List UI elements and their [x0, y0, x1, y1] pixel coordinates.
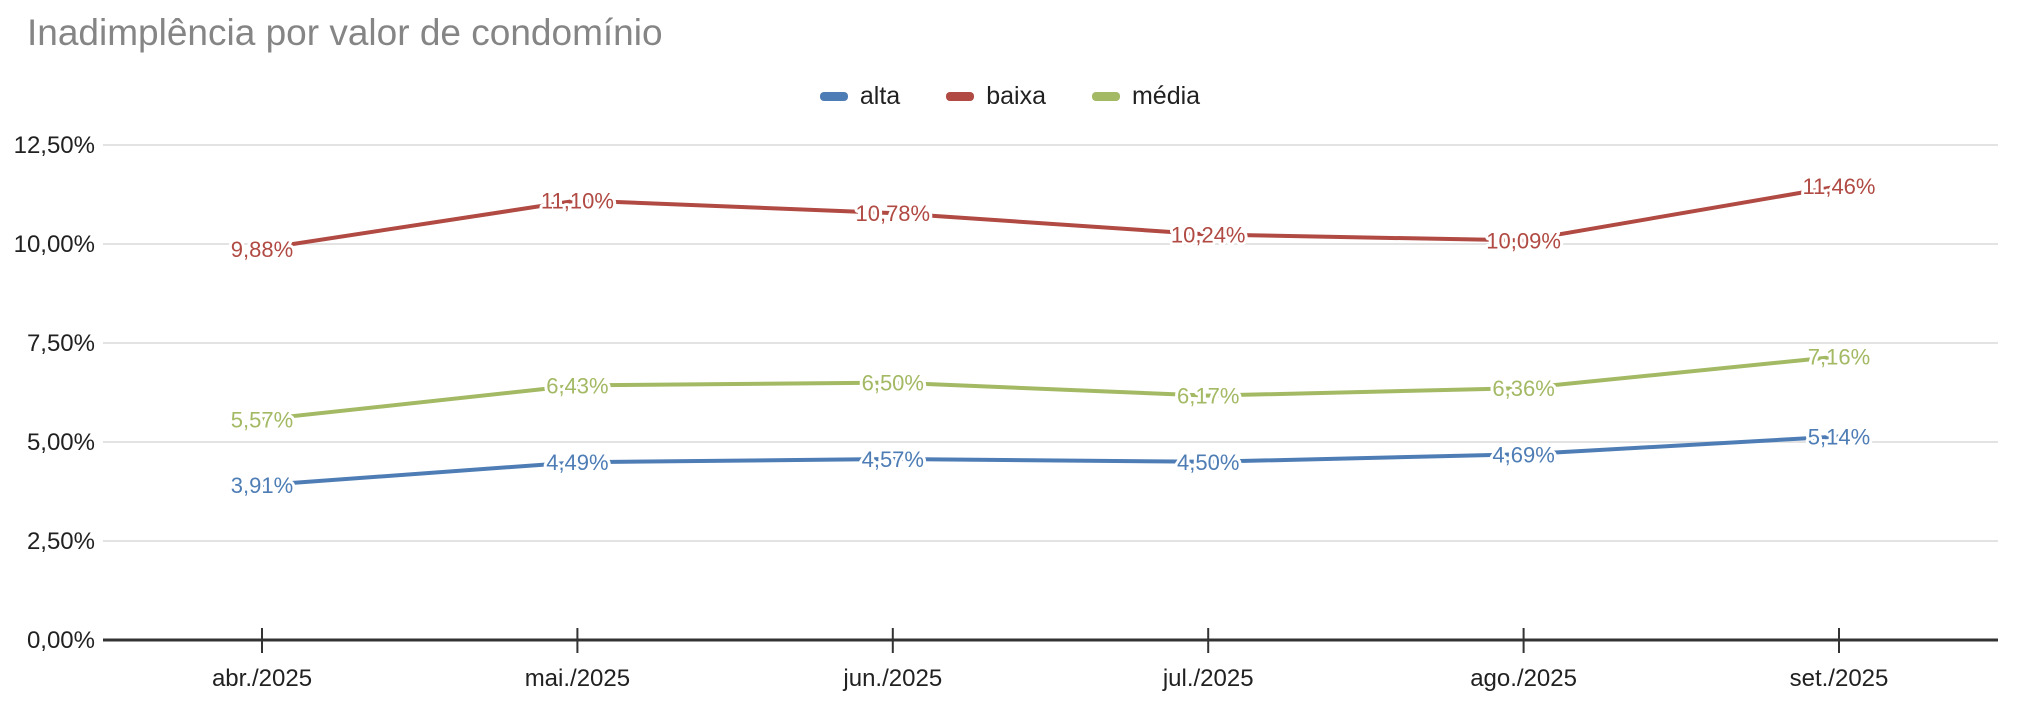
y-axis-label: 10,00%: [14, 231, 95, 258]
legend-label: média: [1131, 82, 1201, 110]
data-label-média: 6,36%: [1492, 376, 1554, 401]
y-axis-label: 7,50%: [27, 330, 95, 357]
y-axis-label: 0,00%: [27, 627, 95, 654]
y-axis-label: 5,00%: [27, 429, 95, 456]
data-label-alta: 5,14%: [1808, 424, 1870, 449]
data-label-alta: 3,91%: [231, 473, 293, 498]
chart-legend: alta baixa média: [0, 82, 2020, 111]
legend-item-baixa: baixa: [946, 82, 1046, 111]
data-label-baixa: 9,88%: [231, 237, 293, 262]
x-axis-label: jul./2025: [1162, 665, 1254, 692]
legend-swatch-alta: [819, 92, 848, 101]
data-label-média: 6,50%: [862, 371, 924, 396]
series-line-baixa[interactable]: [260, 184, 1841, 251]
series-line-alta[interactable]: [260, 434, 1841, 488]
y-axis-label: 12,50%: [14, 132, 95, 159]
data-label-alta: 4,69%: [1492, 442, 1554, 467]
x-axis-label: ago./2025: [1470, 665, 1577, 692]
data-label-baixa: 10,24%: [1171, 222, 1246, 247]
legend-item-alta: alta: [819, 82, 901, 111]
data-label-alta: 4,49%: [546, 450, 608, 475]
data-label-média: 6,43%: [546, 373, 608, 398]
data-label-baixa: 11,46%: [1803, 174, 1876, 199]
data-label-média: 6,17%: [1177, 384, 1239, 409]
legend-label: baixa: [986, 82, 1046, 110]
x-axis-label: jun./2025: [842, 665, 942, 692]
y-axis-label: 2,50%: [27, 528, 95, 555]
legend-swatch-média: [1091, 92, 1120, 101]
data-label-média: 5,57%: [231, 407, 293, 432]
data-label-alta: 4,57%: [862, 447, 924, 472]
data-label-baixa: 11,10%: [541, 188, 614, 213]
x-axis-label: set./2025: [1790, 665, 1889, 692]
legend-swatch-baixa: [946, 92, 975, 101]
legend-item-média: média: [1091, 82, 1201, 111]
data-label-alta: 4,50%: [1177, 450, 1239, 475]
data-label-baixa: 10,09%: [1486, 228, 1561, 253]
legend-label: alta: [859, 82, 901, 110]
data-label-média: 7,16%: [1808, 344, 1870, 369]
chart-title: Inadimplência por valor de condomínio: [27, 12, 663, 53]
x-axis-label: mai./2025: [525, 665, 630, 692]
data-label-baixa: 10,78%: [855, 201, 930, 226]
x-axis-label: abr./2025: [212, 665, 312, 692]
series-line-média[interactable]: [260, 354, 1841, 422]
